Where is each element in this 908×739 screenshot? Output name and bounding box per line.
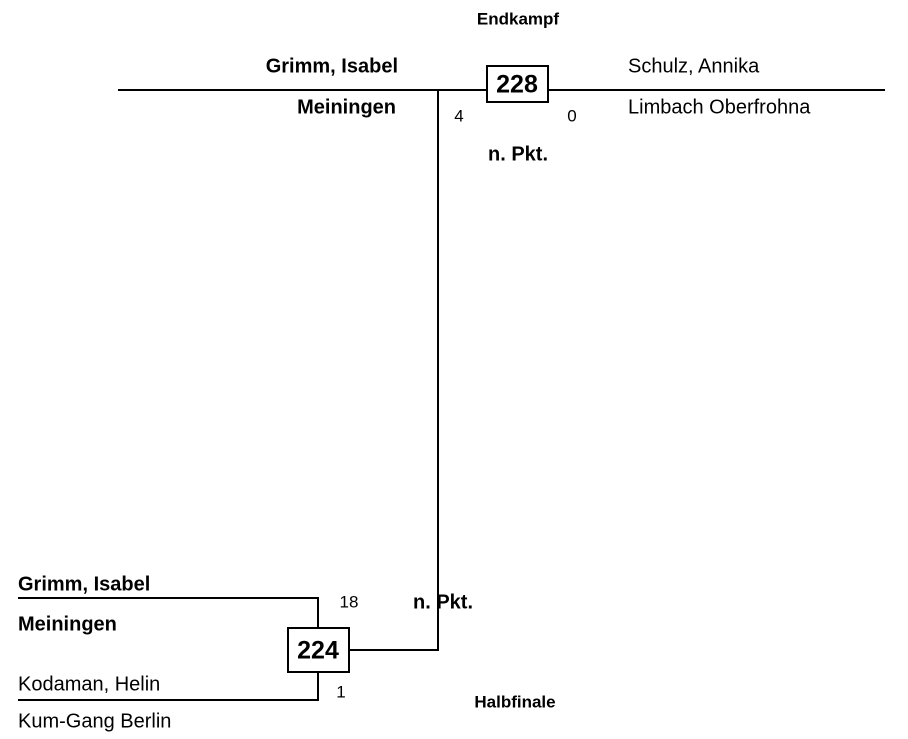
score: 18 — [340, 592, 359, 611]
score: 1 — [336, 682, 345, 701]
player-club: Meiningen — [297, 96, 396, 118]
match-box — [287, 627, 350, 673]
round-title: Endkampf — [477, 9, 560, 28]
player-club: Kum-Gang Berlin — [18, 710, 171, 732]
player-club: Meiningen — [18, 613, 117, 635]
player-name: Grimm, Isabel — [18, 573, 150, 595]
player-name: Schulz, Annika — [628, 55, 760, 77]
round-title: Halbfinale — [474, 692, 555, 711]
player-club: Limbach Oberfrohna — [628, 96, 811, 118]
match-number: 228 — [496, 71, 538, 99]
score: 4 — [454, 106, 463, 125]
match-number: 224 — [297, 637, 339, 665]
player-name: Kodaman, Helin — [18, 673, 160, 695]
result-note: n. Pkt. — [413, 591, 473, 613]
score: 0 — [567, 106, 576, 125]
match-box — [486, 65, 549, 103]
player-name: Grimm, Isabel — [266, 55, 398, 77]
result-note: n. Pkt. — [488, 143, 548, 165]
